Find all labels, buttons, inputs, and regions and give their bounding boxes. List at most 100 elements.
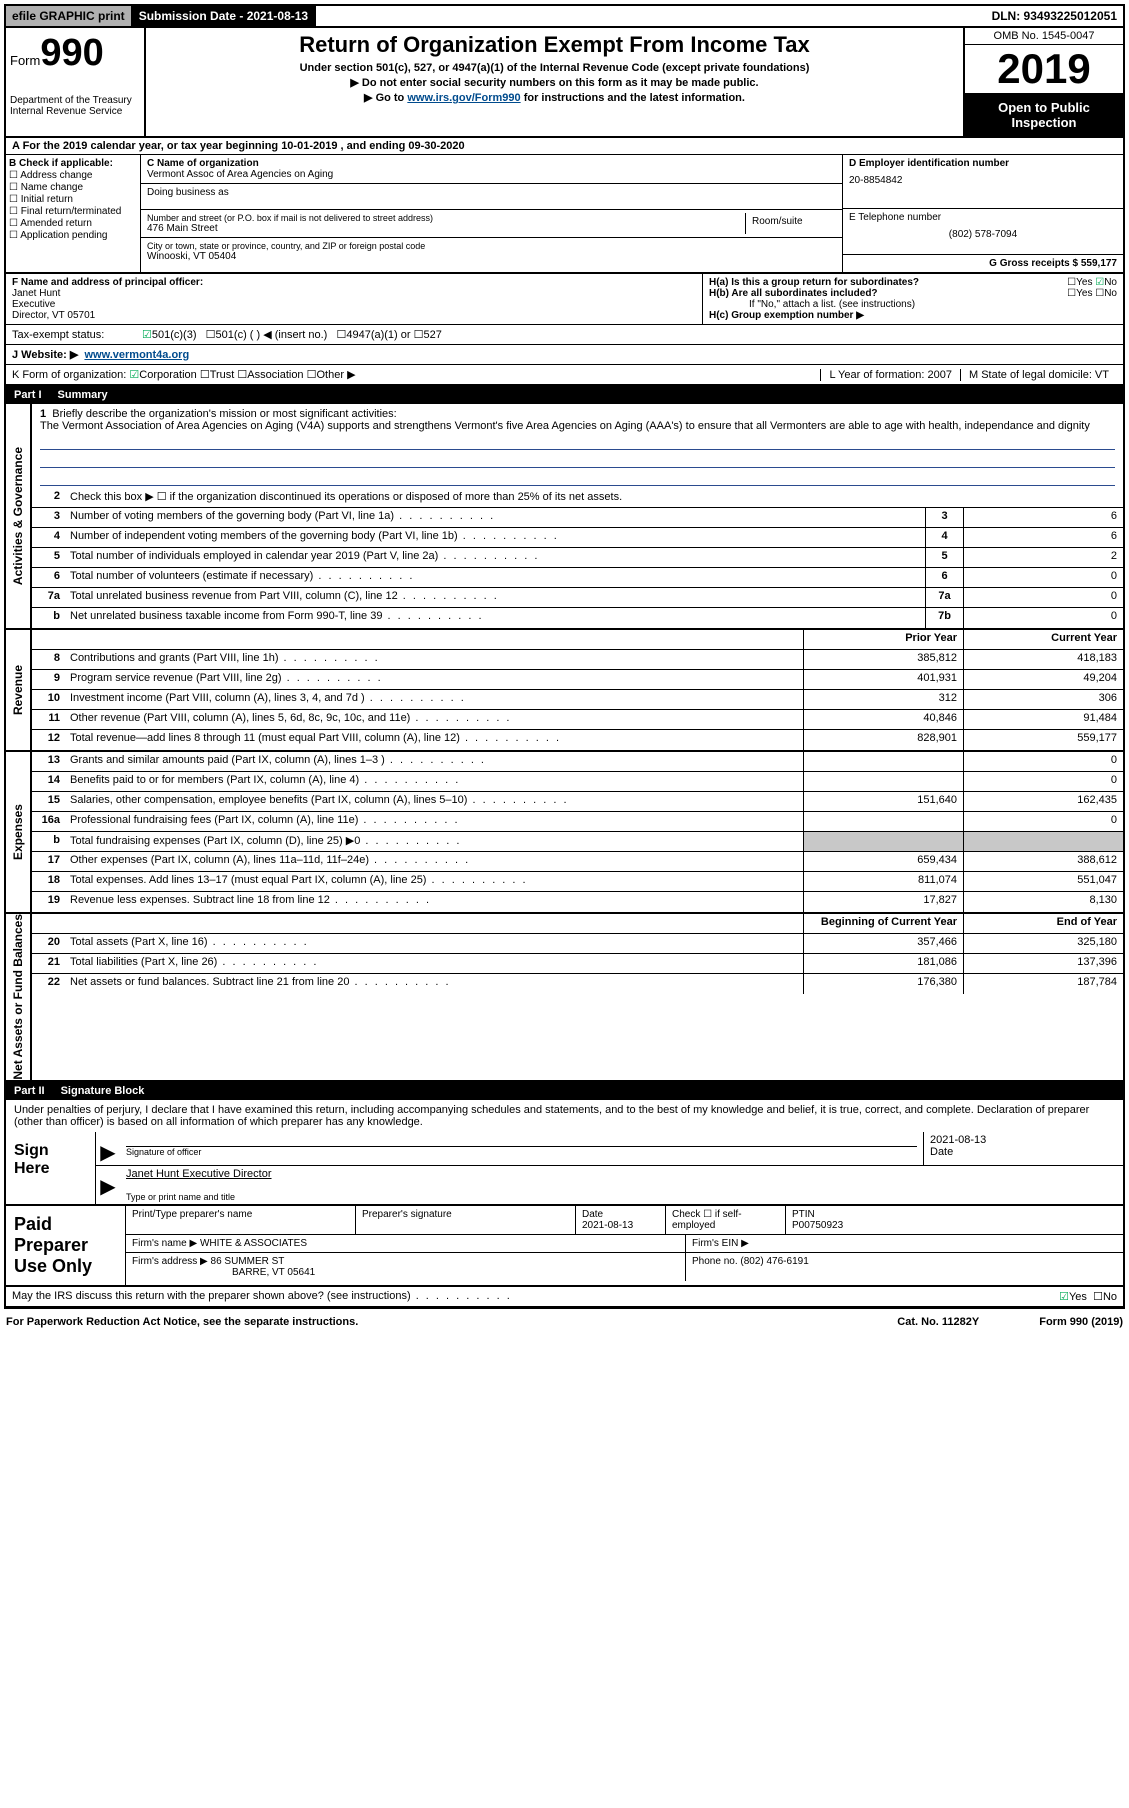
- website-label: J Website: ▶: [12, 348, 78, 361]
- signature-block: Under penalties of perjury, I declare th…: [6, 1100, 1123, 1206]
- h-c: H(c) Group exemption number ▶: [709, 310, 1117, 321]
- declaration-text: Under penalties of perjury, I declare th…: [6, 1100, 1123, 1132]
- cb-501c3-icon: ☑: [142, 328, 152, 341]
- data-line: 18 Total expenses. Add lines 13–17 (must…: [32, 872, 1123, 892]
- gov-line: b Net unrelated business taxable income …: [32, 608, 1123, 628]
- part-1-num: Part I: [14, 389, 42, 401]
- k-label: K Form of organization:: [12, 369, 126, 381]
- data-line: 8 Contributions and grants (Part VIII, l…: [32, 650, 1123, 670]
- header-title-block: Return of Organization Exempt From Incom…: [146, 28, 963, 136]
- summary-governance: Activities & Governance 1 Briefly descri…: [6, 404, 1123, 630]
- efile-label: efile GRAPHIC print: [6, 6, 133, 26]
- firm-name-row: Firm's name ▶ WHITE & ASSOCIATES Firm's …: [126, 1235, 1123, 1253]
- data-line: 15 Salaries, other compensation, employe…: [32, 792, 1123, 812]
- gov-line: 6 Total number of volunteers (estimate i…: [32, 568, 1123, 588]
- officer-title: Executive: [12, 299, 696, 310]
- data-line: 16a Professional fundraising fees (Part …: [32, 812, 1123, 832]
- open-to-public: Open to Public Inspection: [965, 94, 1123, 136]
- paid-preparer: Paid Preparer Use Only Print/Type prepar…: [6, 1206, 1123, 1287]
- data-line: 10 Investment income (Part VIII, column …: [32, 690, 1123, 710]
- dba-label: Doing business as: [141, 184, 842, 210]
- submission-date: Submission Date - 2021-08-13: [133, 6, 316, 26]
- org-name: Vermont Assoc of Area Agencies on Aging: [147, 169, 836, 180]
- header-right: OMB No. 1545-0047 2019 Open to Public In…: [963, 28, 1123, 136]
- data-line: 22 Net assets or fund balances. Subtract…: [32, 974, 1123, 994]
- officer-addr: Director, VT 05701: [12, 310, 696, 321]
- officer-sig-line: ▶ Signature of officer 2021-08-13Date: [96, 1132, 1123, 1166]
- cb-initial-return[interactable]: ☐ Initial return: [9, 194, 137, 205]
- officer-name-line: ▶ Janet Hunt Executive DirectorType or p…: [96, 1166, 1123, 1204]
- data-line: 14 Benefits paid to or for members (Part…: [32, 772, 1123, 792]
- gov-line: 5 Total number of individuals employed i…: [32, 548, 1123, 568]
- org-name-label: C Name of organization: [147, 158, 836, 169]
- summary-revenue: Revenue Prior Year Current Year 8 Contri…: [6, 630, 1123, 752]
- phone-value: (802) 578-7094: [849, 229, 1117, 240]
- tax-period: A For the 2019 calendar year, or tax yea…: [6, 138, 1123, 155]
- form-number: 990: [40, 32, 103, 74]
- h-a: H(a) Is this a group return for subordin…: [709, 277, 1117, 288]
- header-left: Form990 Department of the Treasury Inter…: [6, 28, 146, 136]
- sign-here-label: Sign Here: [6, 1132, 96, 1204]
- net-col-headers: Beginning of Current Year End of Year: [32, 914, 1123, 934]
- section-c: C Name of organization Vermont Assoc of …: [141, 155, 843, 272]
- org-name-block: C Name of organization Vermont Assoc of …: [141, 155, 842, 184]
- b-header: B Check if applicable:: [9, 158, 137, 169]
- website-link[interactable]: www.vermont4a.org: [84, 349, 189, 361]
- officer-label: F Name and address of principal officer:: [12, 277, 696, 288]
- m-state: M State of legal domicile: VT: [960, 369, 1117, 381]
- tax-exempt-row: Tax-exempt status: ☑ 501(c)(3) ☐ 501(c) …: [6, 325, 1123, 345]
- ein-value: 20-8854842: [849, 175, 1117, 186]
- ein-label: D Employer identification number: [849, 158, 1117, 169]
- form-word: Form: [10, 53, 40, 68]
- pra-notice: For Paperwork Reduction Act Notice, see …: [6, 1316, 358, 1328]
- city-label: City or town, state or province, country…: [147, 241, 836, 251]
- data-line: 17 Other expenses (Part IX, column (A), …: [32, 852, 1123, 872]
- l-year: L Year of formation: 2007: [820, 369, 960, 381]
- city-row: City or town, state or province, country…: [141, 238, 842, 265]
- part-2-title: Signature Block: [61, 1085, 145, 1097]
- cb-app-pending[interactable]: ☐ Application pending: [9, 230, 137, 241]
- subtitle-3: ▶ Go to www.irs.gov/Form990 for instruct…: [154, 91, 955, 104]
- city-state-zip: Winooski, VT 05404: [147, 251, 836, 262]
- data-line: 21 Total liabilities (Part X, line 26) 1…: [32, 954, 1123, 974]
- section-f: F Name and address of principal officer:…: [6, 274, 703, 324]
- subtitle-2: ▶ Do not enter social security numbers o…: [154, 76, 955, 89]
- h-b-note: If "No," attach a list. (see instruction…: [709, 299, 1117, 310]
- data-line: b Total fundraising expenses (Part IX, c…: [32, 832, 1123, 852]
- summary-netassets: Net Assets or Fund Balances Beginning of…: [6, 914, 1123, 1082]
- dln: DLN: 93493225012051: [986, 6, 1123, 26]
- phone-label: E Telephone number: [849, 212, 1117, 223]
- footer: For Paperwork Reduction Act Notice, see …: [0, 1313, 1129, 1331]
- gross-receipts: G Gross receipts $ 559,177: [843, 255, 1123, 272]
- cat-no: Cat. No. 11282Y: [897, 1316, 979, 1328]
- data-line: 20 Total assets (Part X, line 16) 357,46…: [32, 934, 1123, 954]
- discuss-row: May the IRS discuss this return with the…: [6, 1287, 1123, 1307]
- summary-expenses: Expenses 13 Grants and similar amounts p…: [6, 752, 1123, 914]
- side-expenses: Expenses: [6, 752, 32, 912]
- preparer-header-row: Print/Type preparer's name Preparer's si…: [126, 1206, 1123, 1235]
- form-ref: Form 990 (2019): [1039, 1316, 1123, 1328]
- cb-address-change[interactable]: ☐ Address change: [9, 170, 137, 181]
- room-suite-label: Room/suite: [746, 213, 836, 234]
- form990-link[interactable]: www.irs.gov/Form990: [407, 92, 520, 104]
- data-line: 13 Grants and similar amounts paid (Part…: [32, 752, 1123, 772]
- section-de: D Employer identification number 20-8854…: [843, 155, 1123, 272]
- paid-preparer-label: Paid Preparer Use Only: [6, 1206, 126, 1285]
- mission-text: The Vermont Association of Area Agencies…: [40, 420, 1090, 432]
- part-1-title: Summary: [58, 389, 108, 401]
- side-netassets: Net Assets or Fund Balances: [6, 914, 32, 1080]
- cb-name-change[interactable]: ☐ Name change: [9, 182, 137, 193]
- gov-line: 4 Number of independent voting members o…: [32, 528, 1123, 548]
- subtitle-1: Under section 501(c), 527, or 4947(a)(1)…: [154, 62, 955, 74]
- form-title: Return of Organization Exempt From Incom…: [154, 32, 955, 58]
- line-2: 2Check this box ▶ ☐ if the organization …: [32, 488, 1123, 508]
- cb-amended[interactable]: ☐ Amended return: [9, 218, 137, 229]
- arrow-icon: ▶: [96, 1132, 120, 1165]
- cb-final-return[interactable]: ☐ Final return/terminated: [9, 206, 137, 217]
- col-headers: Prior Year Current Year: [32, 630, 1123, 650]
- side-revenue: Revenue: [6, 630, 32, 750]
- gov-line: 3 Number of voting members of the govern…: [32, 508, 1123, 528]
- street-row: Number and street (or P.O. box if mail i…: [141, 210, 842, 238]
- part-2-num: Part II: [14, 1085, 45, 1097]
- section-b: B Check if applicable: ☐ Address change …: [6, 155, 141, 272]
